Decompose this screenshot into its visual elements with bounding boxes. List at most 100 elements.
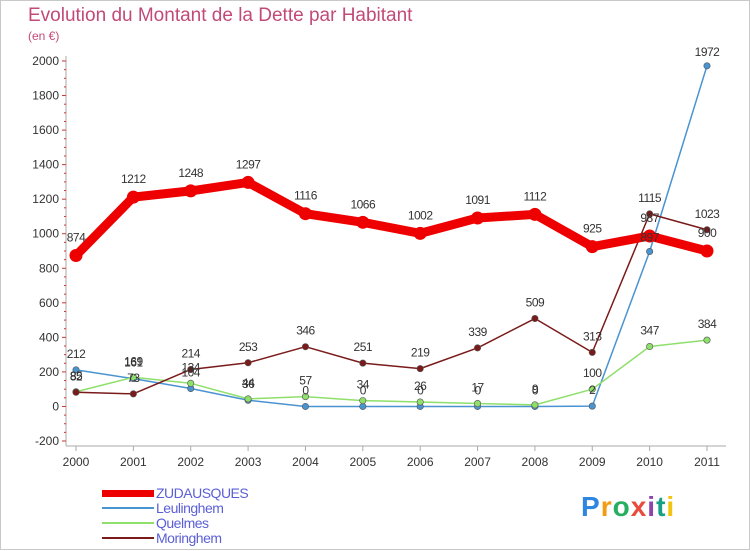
data-point (413, 226, 427, 240)
data-label: 0 (417, 383, 424, 397)
data-label: 1023 (695, 207, 721, 221)
logo-letter: x (630, 491, 648, 522)
logo-letter: o (612, 491, 631, 522)
data-point (244, 359, 252, 367)
data-point (471, 211, 485, 225)
chart-title: Evolution du Montant de la Dette par Hab… (28, 5, 413, 26)
data-label: 9 (532, 382, 539, 396)
data-point (72, 366, 80, 374)
y-tick-label: 1800 (32, 89, 59, 103)
data-point (129, 390, 137, 398)
x-tick-label: 2006 (407, 455, 434, 469)
legend-swatch-quelmes (102, 522, 154, 524)
data-point (126, 190, 140, 204)
legend-item-quelmes: Quelmes (102, 515, 209, 531)
legend-label-moringhem: Moringhem (156, 530, 222, 546)
data-point (531, 401, 539, 409)
data-label: 253 (239, 340, 258, 354)
series-line-quelmes (75, 339, 708, 406)
data-label: 219 (411, 346, 430, 360)
data-label: 251 (354, 340, 373, 354)
legend-label-quelmes: Quelmes (156, 515, 209, 531)
data-label: 82 (70, 369, 83, 383)
data-label: 0 (532, 383, 539, 397)
data-label: 1066 (350, 197, 376, 211)
data-point (359, 402, 367, 410)
legend-item-moringhem: Moringhem (102, 530, 222, 546)
proxiti-logo: Proxiti (581, 491, 675, 523)
series-line-moringhem (75, 213, 708, 395)
y-tick-label: 1200 (32, 192, 59, 206)
y-tick-label: -200 (35, 434, 59, 448)
x-tick-label: 2008 (522, 455, 549, 469)
x-tick-label: 2001 (120, 455, 147, 469)
data-label: 0 (474, 383, 481, 397)
data-point (703, 336, 711, 344)
series-line-leulinghem (75, 65, 708, 408)
data-label: 339 (468, 325, 487, 339)
data-label: 100 (583, 366, 602, 380)
x-tick-label: 2004 (292, 455, 319, 469)
data-label: 212 (67, 347, 86, 361)
chart-subtitle: (en €) (28, 29, 60, 43)
data-point (474, 344, 482, 352)
x-tick-label: 2011 (694, 455, 720, 469)
data-label: 44 (242, 376, 255, 390)
data-label: 0 (302, 383, 309, 397)
data-label: 169 (124, 354, 143, 368)
data-label: 1091 (465, 193, 491, 207)
x-tick-label: 2005 (349, 455, 376, 469)
legend-swatch-leulinghem (102, 507, 154, 509)
data-label: 2 (589, 383, 596, 397)
data-label: 36 (242, 377, 255, 391)
data-label: 85 (70, 369, 83, 383)
y-tick-label: 1600 (32, 123, 59, 137)
x-tick-label: 2007 (464, 455, 491, 469)
data-point (301, 402, 309, 410)
y-tick-label: 2000 (32, 54, 59, 68)
logo-letter: P (581, 491, 601, 522)
x-tick-label: 2003 (235, 455, 262, 469)
data-point (703, 226, 711, 234)
data-point (356, 215, 370, 229)
data-point (72, 388, 80, 396)
data-point (703, 62, 711, 70)
legend-swatch-zudausques (102, 489, 154, 497)
data-label: 1248 (178, 166, 204, 180)
data-point (187, 365, 195, 373)
data-point (359, 397, 367, 405)
data-label: 897 (640, 231, 659, 245)
data-point (184, 184, 198, 198)
data-label: 0 (360, 383, 367, 397)
data-label: 346 (296, 324, 315, 338)
legend-swatch-moringhem (102, 537, 154, 539)
data-label: 57 (299, 374, 312, 388)
x-tick-label: 2009 (579, 455, 606, 469)
y-tick-label: 400 (39, 330, 59, 344)
x-tick-label: 2010 (636, 455, 663, 469)
legend-item-zudausques: ZUDAUSQUES (102, 485, 249, 501)
data-label: 1115 (638, 191, 662, 205)
y-tick-label: 200 (39, 365, 59, 379)
data-point (588, 385, 596, 393)
data-point (301, 393, 309, 401)
data-label: 34 (357, 378, 370, 392)
data-point (528, 207, 542, 221)
legend-item-leulinghem: Leulinghem (102, 500, 224, 516)
data-point (474, 400, 482, 408)
data-label: 73 (127, 371, 140, 385)
y-tick-label: 1000 (32, 227, 59, 241)
data-point (359, 359, 367, 367)
data-label: 1112 (523, 189, 547, 203)
data-label: 161 (124, 356, 143, 370)
x-tick-label: 2000 (63, 455, 90, 469)
data-label: 104 (181, 365, 200, 379)
data-point (700, 244, 714, 258)
data-point (588, 348, 596, 356)
data-point (187, 379, 195, 387)
data-label: 26 (414, 379, 427, 393)
data-point (646, 343, 654, 351)
logo-letter: t (656, 491, 667, 522)
y-tick-label: 0 (52, 399, 59, 413)
